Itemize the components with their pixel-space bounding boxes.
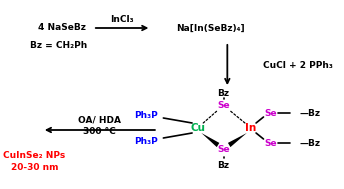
Text: Se: Se xyxy=(265,108,277,118)
Text: —Bz: —Bz xyxy=(300,108,321,118)
Text: Ph₃P: Ph₃P xyxy=(134,111,158,119)
Polygon shape xyxy=(201,133,219,147)
Text: 300 °C: 300 °C xyxy=(83,128,116,136)
Text: CuInSe₂ NPs: CuInSe₂ NPs xyxy=(3,150,66,160)
Text: Cu: Cu xyxy=(190,123,205,133)
Text: —Bz: —Bz xyxy=(300,139,321,147)
Text: Bz: Bz xyxy=(218,88,229,98)
Text: Bz = CH₂Ph: Bz = CH₂Ph xyxy=(30,42,87,50)
Text: 20-30 nm: 20-30 nm xyxy=(11,163,58,171)
Text: Bz: Bz xyxy=(218,160,229,170)
Text: Se: Se xyxy=(217,101,230,109)
Text: 4 NaSeBz: 4 NaSeBz xyxy=(38,23,86,33)
Text: Se: Se xyxy=(265,139,277,147)
Text: In: In xyxy=(245,123,256,133)
Text: Ph₃P: Ph₃P xyxy=(134,136,158,146)
Text: CuCl + 2 PPh₃: CuCl + 2 PPh₃ xyxy=(262,60,332,70)
Text: Se: Se xyxy=(217,146,230,154)
Text: Na[In(SeBz)₄]: Na[In(SeBz)₄] xyxy=(176,23,245,33)
Text: InCl₃: InCl₃ xyxy=(110,15,133,23)
Polygon shape xyxy=(228,133,247,147)
Text: OA/ HDA: OA/ HDA xyxy=(78,115,121,125)
